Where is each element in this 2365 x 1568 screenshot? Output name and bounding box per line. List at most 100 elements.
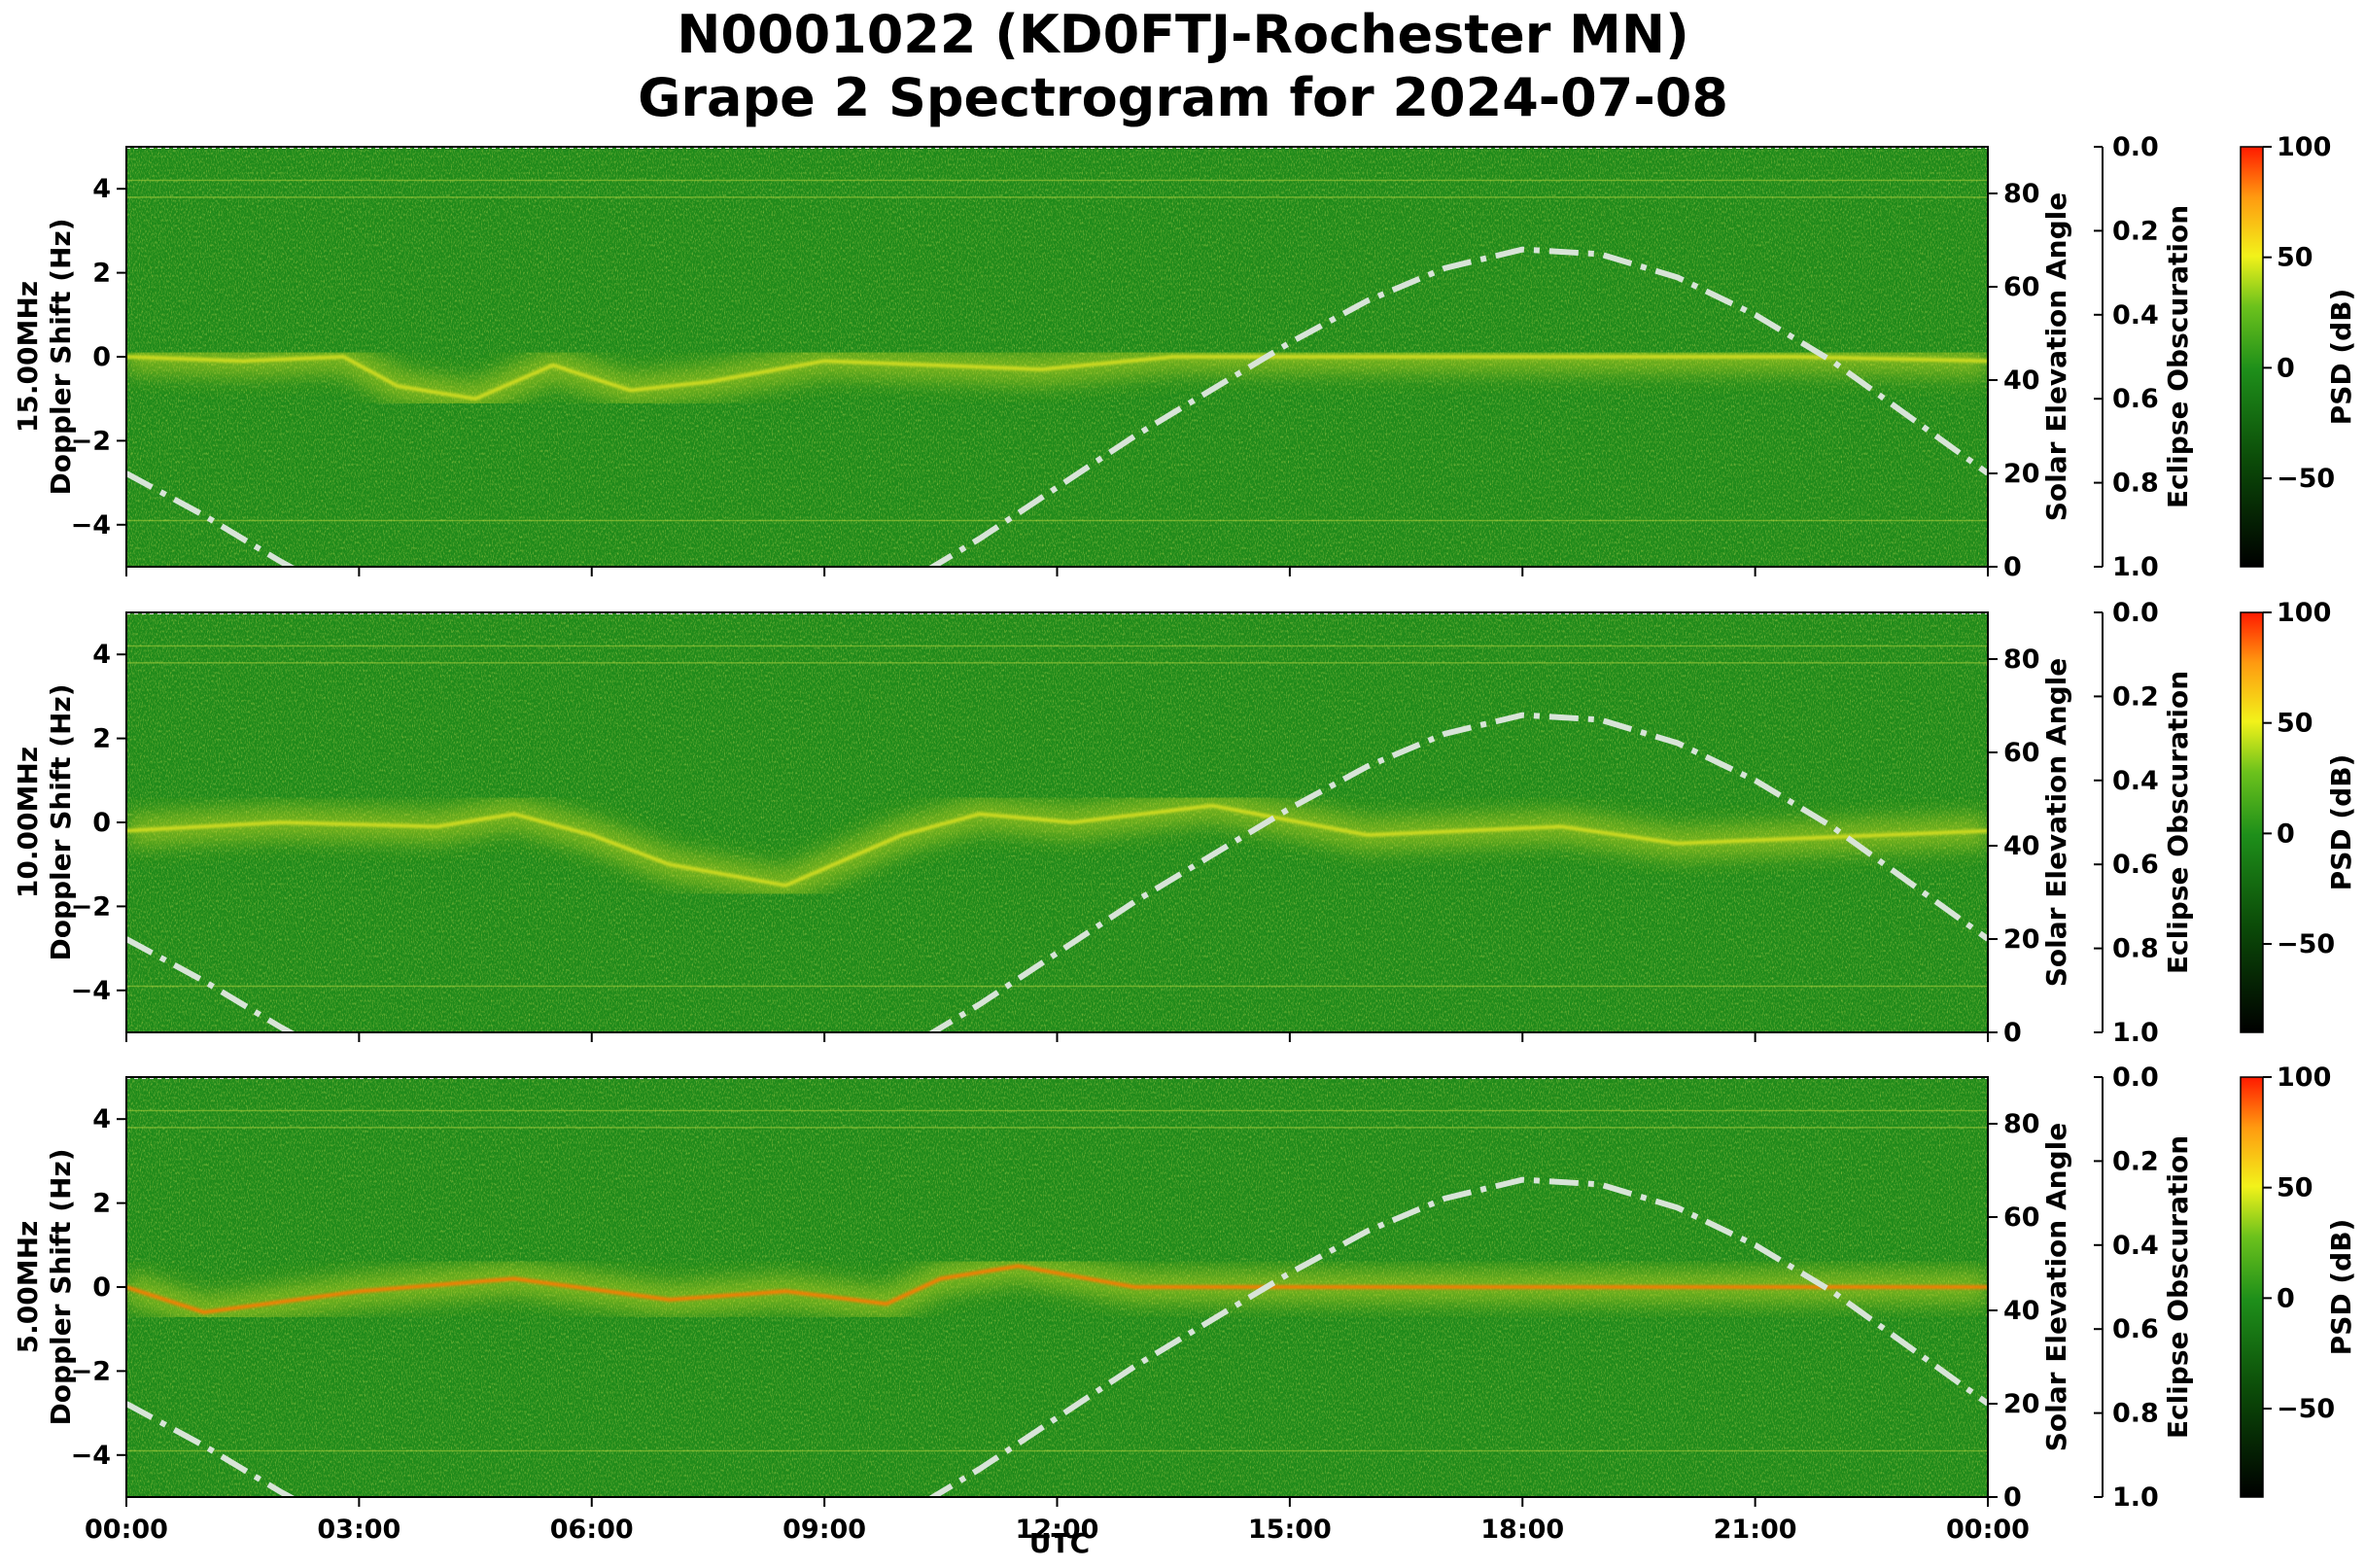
y-tick-label: 0: [92, 808, 111, 838]
eclipse-obscuration-label: Eclipse Obscuration: [2162, 1135, 2194, 1439]
signal-trace: [126, 1264, 1988, 1314]
colorbar-tick-label: −50: [2277, 1394, 2335, 1424]
x-tick-label: 00:00: [85, 1515, 168, 1545]
frequency-label: 5.00MHz: [12, 1221, 44, 1354]
elevation-tick-label: 80: [2003, 179, 2040, 209]
solar-elevation-curve: [126, 1176, 1988, 1497]
panel-3: 420−2−45.00MHz Doppler Shift (Hz)80604020…: [12, 1063, 2357, 1545]
eclipse-tick-label: 0.8: [2112, 469, 2159, 499]
y-tick-label: 4: [92, 174, 111, 204]
colorbar-tick-label: 0: [2277, 353, 2295, 383]
eclipse-tick-label: 1.0: [2112, 1018, 2159, 1048]
eclipse-tick-label: 0.4: [2112, 1231, 2159, 1261]
y-tick-label: −2: [71, 426, 111, 456]
spectrogram-area-1: [126, 147, 1988, 567]
psd-colorbar: [2240, 146, 2264, 568]
chart-title-line1: N0001022 (KD0FTJ-Rochester MN): [677, 4, 1689, 65]
eclipse-tick-label: 0.2: [2112, 681, 2159, 712]
elevation-tick-label: 40: [2003, 1296, 2040, 1326]
elevation-tick-label: 20: [2003, 924, 2040, 955]
solar-elevation-label: Solar Elevation Angle: [2040, 658, 2072, 987]
x-tick-label: 21:00: [1714, 1515, 1797, 1545]
colorbar-tick-label: 50: [2277, 243, 2313, 273]
y-tick-label: 4: [92, 1104, 111, 1134]
eclipse-tick-label: 0.4: [2112, 766, 2159, 796]
signal-trace: [126, 354, 1988, 401]
eclipse-tick-label: 0.8: [2112, 1399, 2159, 1429]
colorbar-tick-label: −50: [2277, 464, 2335, 494]
panel-1: 420−2−415.00MHz Doppler Shift (Hz)8060402…: [12, 132, 2357, 582]
y-tick-label: −4: [71, 510, 111, 540]
eclipse-tick-label: 0.2: [2112, 1146, 2159, 1176]
y-tick-label: 0: [92, 342, 111, 372]
y-tick-label: −2: [71, 891, 111, 922]
elevation-tick-label: 60: [2003, 738, 2040, 768]
y-tick-label: 2: [92, 1189, 111, 1219]
y-axis-label: Doppler Shift (Hz): [45, 218, 77, 495]
eclipse-tick-label: 1.0: [2112, 552, 2159, 582]
y-tick-label: −2: [71, 1356, 111, 1386]
eclipse-obscuration-label: Eclipse Obscuration: [2162, 205, 2194, 508]
y-tick-label: 2: [92, 724, 111, 754]
spectrogram-area-3: [126, 1077, 1988, 1497]
panel-2: 420−2−410.00MHz Doppler Shift (Hz)8060402…: [12, 598, 2357, 1048]
solar-elevation-curve: [126, 246, 1988, 567]
elevation-tick-label: 80: [2003, 645, 2040, 675]
eclipse-obscuration-label: Eclipse Obscuration: [2162, 671, 2194, 974]
eclipse-tick-label: 0.6: [2112, 850, 2159, 880]
eclipse-tick-label: 0.0: [2112, 132, 2159, 162]
eclipse-tick-label: 0.8: [2112, 934, 2159, 964]
solar-elevation-label: Solar Elevation Angle: [2040, 192, 2072, 521]
solar-elevation-label: Solar Elevation Angle: [2040, 1123, 2072, 1451]
spectrogram-area-2: [126, 612, 1988, 1032]
colorbar-tick-label: 0: [2277, 1283, 2295, 1313]
x-tick-label: 15:00: [1248, 1515, 1332, 1545]
colorbar-tick-label: 100: [2277, 598, 2331, 628]
psd-colorbar: [2240, 611, 2264, 1033]
elevation-tick-label: 0: [2003, 1018, 2022, 1048]
psd-label: PSD (dB): [2325, 289, 2357, 426]
solar-elevation-curve: [126, 712, 1988, 1032]
x-tick-label: 00:00: [1946, 1515, 2030, 1545]
x-tick-label: 12:00: [1016, 1515, 1099, 1545]
frequency-label: 15.00MHz: [12, 281, 44, 433]
eclipse-tick-label: 0.2: [2112, 216, 2159, 246]
y-tick-label: −4: [71, 1441, 111, 1471]
elevation-tick-label: 60: [2003, 1202, 2040, 1233]
eclipse-tick-label: 0.0: [2112, 1063, 2159, 1093]
frequency-label: 10.00MHz: [12, 747, 44, 898]
signal-trace: [126, 803, 1988, 888]
eclipse-tick-label: 0.6: [2112, 384, 2159, 414]
elevation-tick-label: 40: [2003, 831, 2040, 861]
colorbar-tick-label: 0: [2277, 819, 2295, 849]
colorbar-tick-label: 100: [2277, 132, 2331, 162]
elevation-tick-label: 40: [2003, 366, 2040, 396]
colorbar-tick-label: −50: [2277, 929, 2335, 959]
y-tick-label: −4: [71, 976, 111, 1006]
y-tick-label: 0: [92, 1272, 111, 1303]
elevation-tick-label: 20: [2003, 1389, 2040, 1419]
elevation-tick-label: 80: [2003, 1109, 2040, 1139]
colorbar-tick-label: 100: [2277, 1063, 2331, 1093]
chart-title-line2: Grape 2 Spectrogram for 2024-07-08: [638, 67, 1728, 128]
elevation-tick-label: 60: [2003, 272, 2040, 302]
eclipse-tick-label: 0.4: [2112, 300, 2159, 331]
psd-label: PSD (dB): [2325, 754, 2357, 891]
x-tick-label: 06:00: [550, 1515, 634, 1545]
y-tick-label: 2: [92, 259, 111, 289]
y-axis-label: Doppler Shift (Hz): [45, 683, 77, 960]
x-tick-label: 03:00: [317, 1515, 400, 1545]
x-axis-label: UTC: [1029, 1527, 1090, 1559]
psd-colorbar: [2240, 1076, 2264, 1498]
eclipse-tick-label: 0.6: [2112, 1314, 2159, 1344]
y-tick-label: 4: [92, 640, 111, 670]
eclipse-tick-label: 0.0: [2112, 598, 2159, 628]
x-tick-label: 18:00: [1480, 1515, 1564, 1545]
x-tick-label: 09:00: [783, 1515, 866, 1545]
colorbar-tick-label: 50: [2277, 1173, 2313, 1203]
colorbar-tick-label: 50: [2277, 709, 2313, 739]
y-axis-label: Doppler Shift (Hz): [45, 1148, 77, 1425]
elevation-tick-label: 20: [2003, 459, 2040, 489]
psd-label: PSD (dB): [2325, 1219, 2357, 1356]
